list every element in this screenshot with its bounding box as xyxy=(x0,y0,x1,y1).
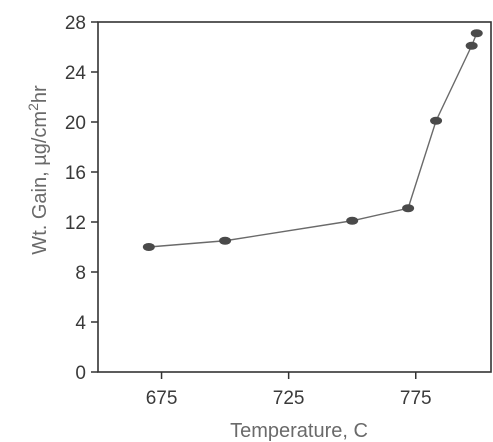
data-point xyxy=(346,216,359,225)
y-tick-label: 24 xyxy=(65,63,87,84)
y-axis-title-superscript: 2 xyxy=(25,103,41,111)
plot-area xyxy=(97,21,492,373)
x-axis-title: Temperature, C xyxy=(230,420,368,442)
y-tick-label: 20 xyxy=(65,113,86,134)
series-line-group xyxy=(148,32,478,248)
y-tick-label: 28 xyxy=(65,13,86,34)
data-point xyxy=(430,116,443,125)
data-point xyxy=(470,29,483,38)
plot-border xyxy=(97,21,492,373)
y-tick-label: 4 xyxy=(75,313,86,334)
data-point xyxy=(402,204,415,213)
y-axis-title: Wt. Gain, µg/cm2hr xyxy=(25,85,51,255)
x-tick-label: 775 xyxy=(400,388,432,409)
data-point xyxy=(219,236,232,245)
y-tick-label: 16 xyxy=(65,163,86,184)
y-tick-label: 0 xyxy=(75,363,86,384)
series-line xyxy=(148,32,478,248)
x-axis: 675 725 775 xyxy=(146,372,432,409)
y-tick-label: 12 xyxy=(65,213,86,234)
data-point xyxy=(142,243,155,251)
data-point xyxy=(465,41,478,50)
x-tick-label: 675 xyxy=(146,388,178,409)
y-axis: 0 4 8 12 16 20 24 28 xyxy=(65,13,98,384)
y-tick-label: 8 xyxy=(75,263,86,284)
series-point-group xyxy=(142,29,483,251)
x-tick-label: 725 xyxy=(273,388,305,409)
